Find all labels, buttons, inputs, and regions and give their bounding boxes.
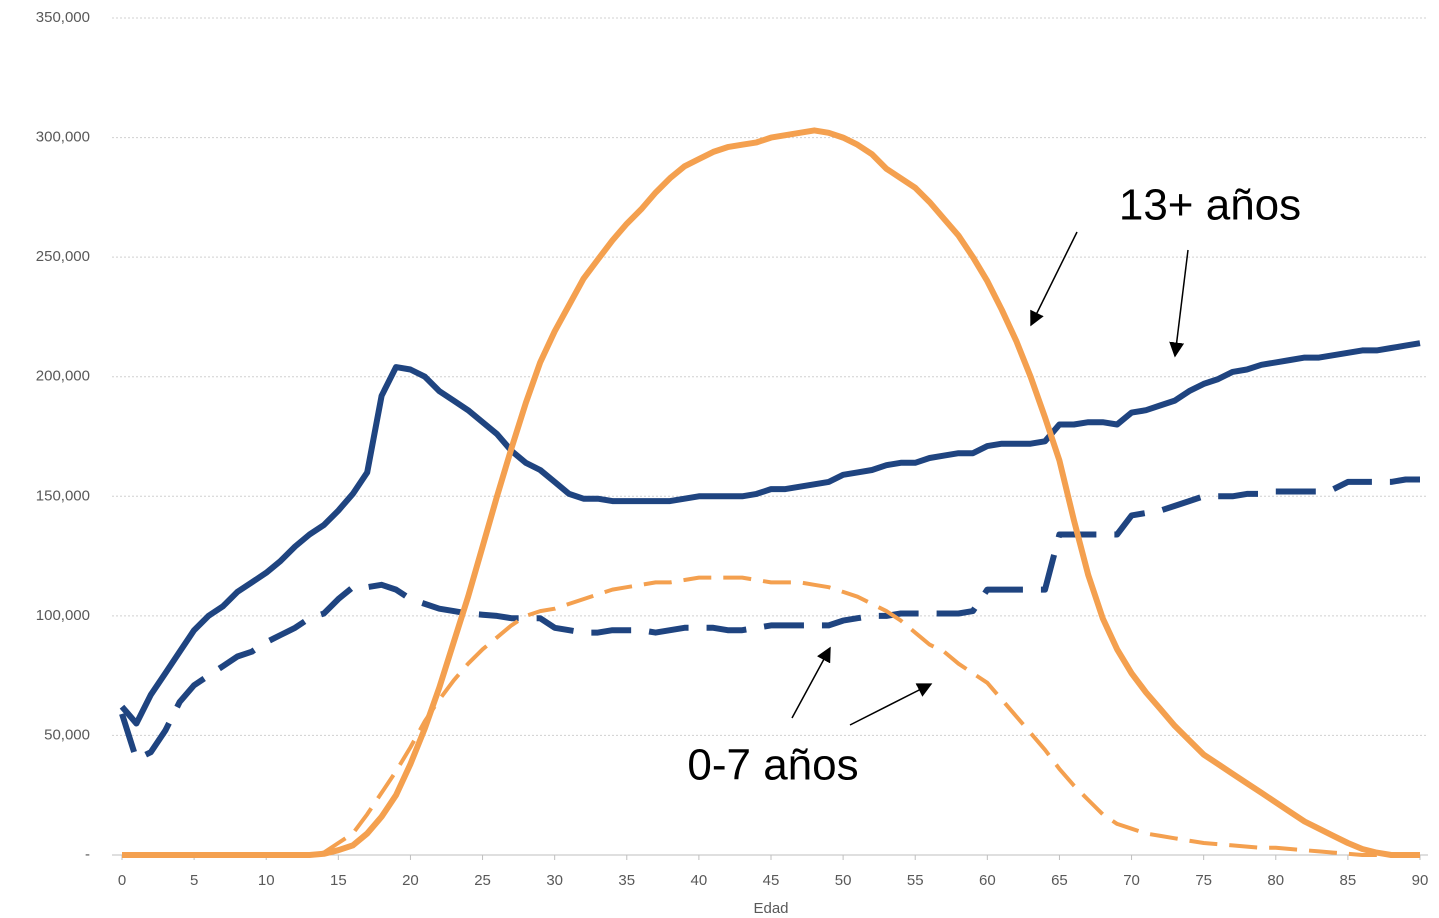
x-tick-label: 75 [1195,872,1212,889]
x-tick-label: 5 [190,872,198,889]
y-tick-label: 250,000 [36,248,90,265]
y-tick-label: 200,000 [36,368,90,385]
x-tick-label: 30 [546,872,563,889]
x-tick-label: 55 [907,872,924,889]
x-tick-label: 70 [1123,872,1140,889]
y-tick-label: 150,000 [36,487,90,504]
y-tick-label: 50,000 [44,726,90,743]
x-tick-label: 90 [1412,872,1429,889]
series-line [119,340,1421,727]
x-tick-label: 40 [691,872,708,889]
x-axis-label: Edad [753,900,788,917]
x-tick-label: 25 [474,872,491,889]
x-tick-label: 10 [258,872,275,889]
x-tick-label: 80 [1267,872,1284,889]
x-tick-label: 50 [835,872,852,889]
series-line [122,575,1420,857]
x-tick-label: 20 [402,872,419,889]
y-tick-label: 350,000 [36,9,90,26]
y-tick-label: - [85,846,90,863]
x-tick-label: 45 [763,872,780,889]
x-tick-label: 85 [1340,872,1357,889]
x-tick-label: 65 [1051,872,1068,889]
series-line [122,127,1420,858]
annotation: 13+ años [1119,181,1301,230]
y-tick-label: 100,000 [36,607,90,624]
x-tick-label: 35 [618,872,635,889]
x-tick-label: 15 [330,872,347,889]
annotation: 0-7 años [687,741,858,790]
annotation-arrows [791,231,1189,726]
x-tick-label: 0 [118,872,126,889]
series-line [119,476,1420,763]
x-tick-label: 60 [979,872,996,889]
y-tick-label: 300,000 [36,129,90,146]
